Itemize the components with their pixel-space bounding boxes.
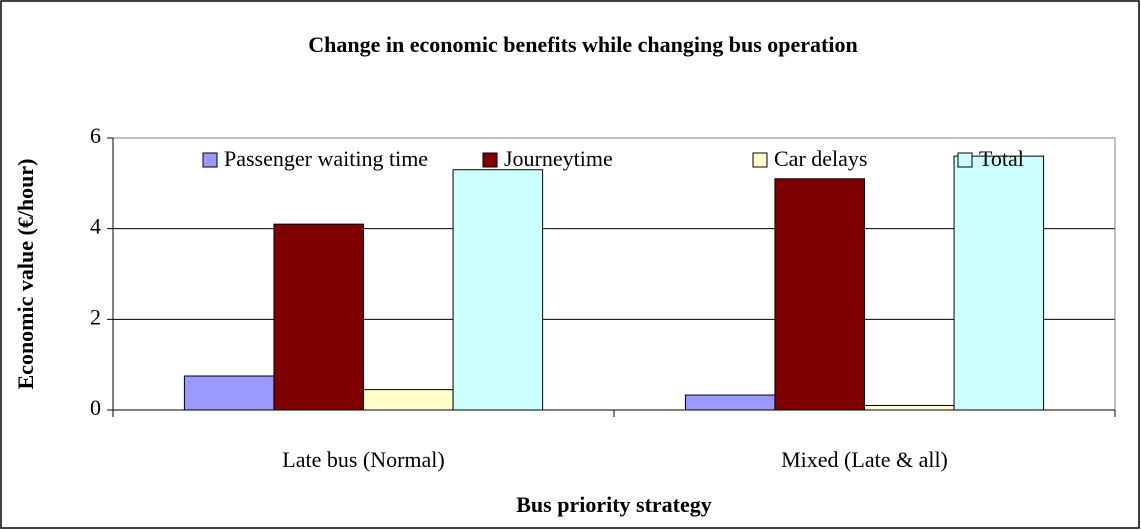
legend-label: Car delays — [774, 146, 867, 171]
legend-label: Total — [979, 146, 1024, 171]
legend-swatch — [752, 152, 768, 168]
x-tick-label: Mixed (Late & all) — [781, 447, 948, 472]
y-tick-label: 4 — [90, 214, 101, 239]
bar — [953, 155, 1045, 411]
legend-swatch — [957, 152, 973, 168]
y-tick-label: 2 — [90, 304, 101, 329]
legend-swatch — [482, 152, 498, 168]
bar — [774, 178, 865, 411]
bar — [452, 169, 544, 411]
y-tick-label: 0 — [90, 395, 101, 420]
y-axis-title: Economic value (€/hour) — [13, 159, 38, 390]
x-tick-label: Late bus (Normal) — [282, 447, 445, 472]
legend-label: Journeytime — [504, 146, 613, 171]
legend-swatch — [202, 152, 218, 168]
legend-label: Passenger waiting time — [224, 146, 428, 171]
bar — [363, 389, 454, 411]
bar — [183, 375, 275, 411]
y-tick-label: 6 — [90, 123, 101, 148]
bar — [273, 223, 365, 411]
x-axis-title: Bus priority strategy — [516, 492, 712, 517]
chart-title: Change in economic benefits while changi… — [308, 32, 857, 57]
bar — [864, 404, 955, 411]
bar — [684, 394, 776, 411]
